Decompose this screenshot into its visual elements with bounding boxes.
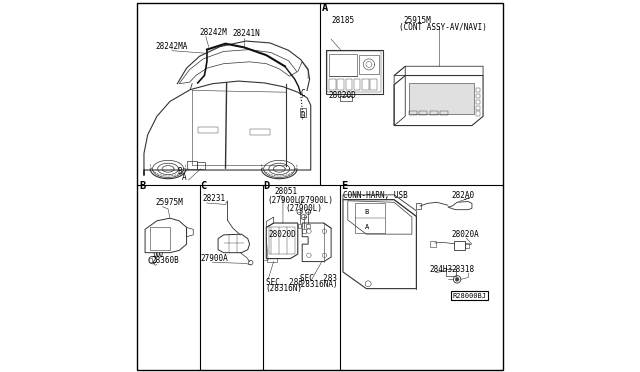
Text: SEC. 283: SEC. 283 [300,274,337,283]
Bar [150,227,170,250]
Text: SEC. 283: SEC. 283 [266,278,303,287]
Text: 28318: 28318 [452,265,475,274]
Bar [337,79,344,90]
Bar [409,112,417,115]
Text: A: A [364,224,369,230]
Bar [198,127,218,133]
Text: (27900L): (27900L) [267,196,304,205]
Bar [409,83,474,115]
Bar [328,51,381,92]
Bar [476,100,480,104]
Bar [440,112,448,115]
Bar [298,224,301,228]
Text: A: A [182,173,187,182]
Text: D: D [264,181,270,191]
Bar [340,96,351,101]
Text: (27900L): (27900L) [285,204,322,214]
Text: 28242MA: 28242MA [155,42,188,51]
Bar [476,112,480,116]
Bar [300,108,307,117]
Bar [431,241,436,247]
Text: 284H3: 284H3 [429,265,452,274]
Bar [429,112,438,115]
Text: 28242M: 28242M [200,28,227,36]
Text: (28316NA): (28316NA) [297,280,339,289]
Bar [465,243,469,248]
Text: (27900L): (27900L) [296,196,333,205]
Bar [268,258,276,262]
Bar [187,161,197,169]
Text: D: D [301,111,305,120]
Text: C: C [201,181,207,191]
Text: C: C [301,89,305,98]
Bar [355,203,385,233]
Text: R28000BJ: R28000BJ [452,293,486,299]
Text: E: E [342,181,348,191]
Bar [302,229,305,233]
Bar [148,258,152,262]
Bar [419,112,428,115]
Bar [329,54,357,76]
Text: 28241N: 28241N [233,29,260,38]
Bar [476,94,480,98]
Text: CONN-HARN, USB: CONN-HARN, USB [343,191,408,200]
Text: (28316N): (28316N) [265,284,302,293]
Text: 25915M: 25915M [403,16,431,26]
Bar [197,162,205,169]
Bar [370,79,377,90]
Bar [476,88,480,92]
Bar [359,55,380,74]
Text: 27900A: 27900A [201,254,228,263]
Text: A: A [322,3,328,13]
Text: 25975M: 25975M [155,198,183,207]
Bar [476,106,480,110]
Bar [346,79,352,90]
Text: 28231: 28231 [202,195,225,203]
Text: (CONT ASSY-AV/NAVI): (CONT ASSY-AV/NAVI) [399,23,486,32]
Text: 28185: 28185 [331,16,355,26]
Bar [417,203,421,209]
Bar [329,79,336,90]
Bar [362,79,369,90]
Bar [307,224,310,228]
Circle shape [455,278,459,281]
Text: 28020D: 28020D [268,230,296,238]
Text: 28360B: 28360B [152,256,179,264]
Text: 28020A: 28020A [452,230,479,238]
Text: 28051: 28051 [275,187,298,196]
Bar [454,241,465,250]
Bar [269,227,295,254]
Bar [326,49,383,94]
Text: B: B [139,181,145,191]
Text: B: B [177,167,182,176]
Text: B: B [364,209,369,215]
Bar [446,269,456,276]
Text: 282A0: 282A0 [452,191,475,200]
Bar [250,129,270,135]
Bar [354,79,360,90]
Text: 28020D: 28020D [328,91,356,100]
